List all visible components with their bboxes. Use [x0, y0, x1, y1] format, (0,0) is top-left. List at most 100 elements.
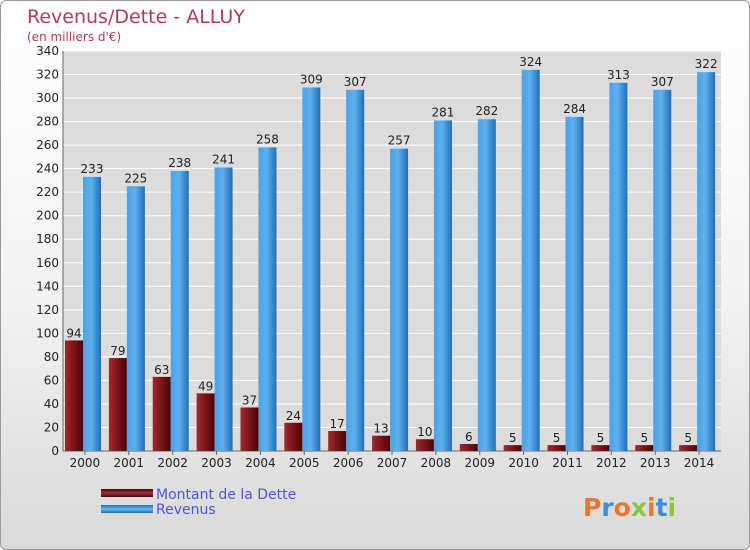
- bar-revenus: [170, 171, 189, 451]
- y-tick-label: 180: [36, 232, 59, 246]
- y-tick-label: 220: [36, 185, 59, 199]
- data-label-dette: 6: [465, 430, 473, 444]
- y-tick-label: 40: [44, 397, 59, 411]
- x-tick-label: 2000: [70, 456, 101, 470]
- data-label-dette: 10: [417, 425, 432, 439]
- y-tick-label: 140: [36, 279, 59, 293]
- bar-revenus: [346, 89, 365, 451]
- legend-swatch-revenus: [101, 505, 153, 513]
- x-tick-label: 2012: [596, 456, 627, 470]
- data-label-dette: 94: [66, 326, 81, 340]
- bar-revenus: [521, 69, 540, 451]
- data-label-dette: 5: [509, 431, 517, 445]
- data-label-revenus: 313: [607, 68, 630, 82]
- legend-label-revenus: Revenus: [156, 502, 216, 518]
- bar-revenus: [83, 176, 101, 451]
- bar-revenus: [126, 186, 145, 451]
- bar-dette: [635, 445, 654, 451]
- plot-area: 0 20 40 60 80 100 120 140 160 180 200 220 240 260 280 3…: [36, 44, 721, 470]
- bar-dette: [503, 445, 522, 451]
- data-label-revenus: 233: [81, 162, 104, 176]
- bar-revenus: [390, 148, 409, 451]
- bar-dette: [108, 358, 127, 451]
- bar-dette: [415, 439, 434, 451]
- bar-revenus: [258, 147, 277, 451]
- data-label-revenus: 324: [519, 55, 542, 69]
- data-label-revenus: 238: [168, 156, 191, 170]
- x-tick-label: 2006: [333, 456, 364, 470]
- bar-revenus: [433, 120, 452, 451]
- logo-letter: P: [583, 493, 601, 522]
- proxiti-logo: Proxiti: [583, 493, 676, 522]
- bar-revenus: [653, 89, 672, 451]
- bar-dette: [591, 445, 610, 451]
- data-label-dette: 5: [640, 431, 648, 445]
- y-tick-label: 120: [36, 303, 59, 317]
- data-label-dette: 49: [198, 379, 213, 393]
- data-label-dette: 17: [330, 417, 345, 431]
- x-tick-label: 2002: [157, 456, 188, 470]
- data-label-revenus: 281: [431, 105, 454, 119]
- x-tick-label: 2007: [377, 456, 408, 470]
- x-tick-label: 2004: [245, 456, 276, 470]
- data-label-dette: 24: [286, 409, 301, 423]
- bar-revenus: [302, 87, 321, 452]
- x-tick-label: 2011: [552, 456, 583, 470]
- y-tick-label: 80: [44, 350, 59, 364]
- y-tick-label: 300: [36, 91, 59, 105]
- data-label-revenus: 258: [256, 132, 279, 146]
- bar-revenus: [609, 82, 628, 451]
- y-tick-label: 20: [44, 420, 59, 434]
- y-tick-label: 0: [51, 444, 59, 458]
- data-label-revenus: 307: [651, 75, 674, 89]
- x-tick-label: 2009: [464, 456, 495, 470]
- bar-revenus: [477, 119, 496, 451]
- chart-subtitle: (en milliers d'€): [27, 30, 121, 44]
- logo-letter: t: [656, 493, 668, 522]
- bar-dette: [196, 393, 215, 451]
- y-tick-label: 320: [36, 68, 59, 82]
- x-tick-label: 2008: [421, 456, 452, 470]
- data-label-revenus: 282: [475, 104, 498, 118]
- data-label-revenus: 241: [212, 152, 235, 166]
- bar-dette: [240, 407, 259, 451]
- y-tick-label: 340: [36, 44, 59, 58]
- y-tick-label: 100: [36, 326, 59, 340]
- data-label-revenus: 309: [300, 72, 323, 86]
- bar-revenus: [565, 116, 584, 451]
- bar-revenus: [697, 72, 716, 452]
- y-tick-label: 260: [36, 138, 59, 152]
- bar-dette: [65, 340, 83, 451]
- y-tick-label: 60: [44, 373, 59, 387]
- logo-letter: x: [631, 493, 647, 522]
- logo-letter: o: [614, 493, 631, 522]
- chart-title: Revenus/Dette - ALLUY: [27, 6, 245, 28]
- data-label-dette: 37: [242, 393, 257, 407]
- data-label-dette: 5: [597, 431, 605, 445]
- data-label-revenus: 307: [344, 75, 367, 89]
- y-tick-label: 200: [36, 209, 59, 223]
- bar-dette: [152, 376, 171, 451]
- x-tick-label: 2010: [508, 456, 539, 470]
- legend: Montant de la Dette Revenus: [101, 487, 296, 518]
- data-label-dette: 63: [154, 363, 169, 377]
- bar-dette: [284, 422, 303, 451]
- y-tick-label: 280: [36, 115, 59, 129]
- bar-dette: [679, 445, 698, 451]
- data-label-revenus: 257: [388, 134, 411, 148]
- x-tick-label: 2001: [114, 456, 145, 470]
- x-tick-label: 2005: [289, 456, 320, 470]
- bar-dette: [328, 431, 347, 451]
- data-label-dette: 13: [373, 422, 388, 436]
- data-label-revenus: 322: [695, 57, 718, 71]
- bar-dette: [547, 445, 566, 451]
- x-tick-label: 2013: [640, 456, 671, 470]
- data-label-revenus: 225: [124, 171, 147, 185]
- data-label-dette: 79: [110, 344, 125, 358]
- legend-swatch-dette: [101, 489, 153, 497]
- data-label-dette: 5: [553, 431, 561, 445]
- data-label-revenus: 284: [563, 102, 586, 116]
- logo-letter: r: [601, 493, 614, 522]
- y-tick-label: 160: [36, 256, 59, 270]
